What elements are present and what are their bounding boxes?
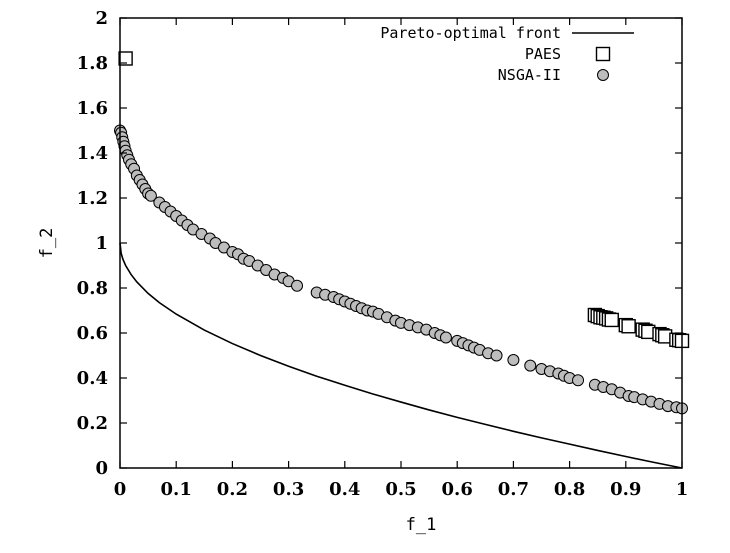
legend: Pareto-optimal front PAES NSGA-II — [380, 24, 634, 84]
series-square — [118, 51, 690, 349]
y-tick-label: 1.6 — [77, 98, 108, 119]
nsga-point — [507, 354, 520, 366]
paes-point — [621, 319, 636, 334]
legend-label: NSGA-II — [498, 66, 561, 84]
y-tick-label: 2 — [95, 8, 108, 29]
y-tick-label: 1.4 — [77, 143, 108, 164]
x-tick-label: 0 — [114, 479, 127, 500]
y-tick-label: 0.8 — [77, 278, 108, 299]
x-tick-label: 0.4 — [329, 479, 360, 500]
plot-layer — [114, 51, 690, 469]
series-circle — [114, 124, 688, 415]
y-tick-label: 1.8 — [77, 53, 108, 74]
legend-label: Pareto-optimal front — [380, 24, 561, 42]
nsga-point — [439, 331, 452, 344]
y-tick-label: 1 — [95, 233, 108, 254]
nsga-point — [144, 189, 157, 202]
paes-point — [604, 312, 619, 328]
x-tick-label: 0.2 — [217, 479, 248, 500]
paes-point — [118, 51, 133, 66]
y-tick-label: 0.6 — [77, 323, 108, 344]
legend-circle-symbol — [597, 69, 609, 81]
y-tick-label: 0 — [95, 458, 108, 479]
x-tick-label: 0.8 — [554, 479, 585, 500]
series-line — [119, 242, 683, 469]
y-axis-label: f_2 — [37, 228, 57, 259]
x-tick-label: 1 — [676, 479, 689, 500]
ticks-layer: 0 0.1 0.2 0.3 0.4 0.5 0.6 0.7 0.8 0.9 1 0 0.2 0.4 0.6 0… — [77, 8, 689, 500]
pareto-front-line — [119, 242, 683, 469]
nsga-point — [490, 349, 503, 362]
nsga-point — [572, 374, 585, 387]
x-tick-label: 0.7 — [498, 479, 529, 500]
legend-square-symbol — [595, 46, 611, 62]
legend-label: PAES — [525, 45, 561, 63]
x-tick-label: 0.1 — [161, 479, 192, 500]
x-tick-label: 0.6 — [442, 479, 473, 500]
plot-frame — [119, 17, 683, 469]
x-tick-label: 0.3 — [273, 479, 304, 500]
x-tick-label: 0.5 — [385, 479, 416, 500]
x-tick-label: 0.9 — [610, 479, 641, 500]
y-tick-label: 0.2 — [77, 413, 108, 434]
x-axis-label: f_1 — [406, 515, 437, 535]
y-tick-label: 0.4 — [77, 368, 108, 389]
nsga-point — [291, 279, 304, 292]
nsga-point — [524, 359, 537, 372]
y-tick-label: 1.2 — [77, 188, 108, 209]
